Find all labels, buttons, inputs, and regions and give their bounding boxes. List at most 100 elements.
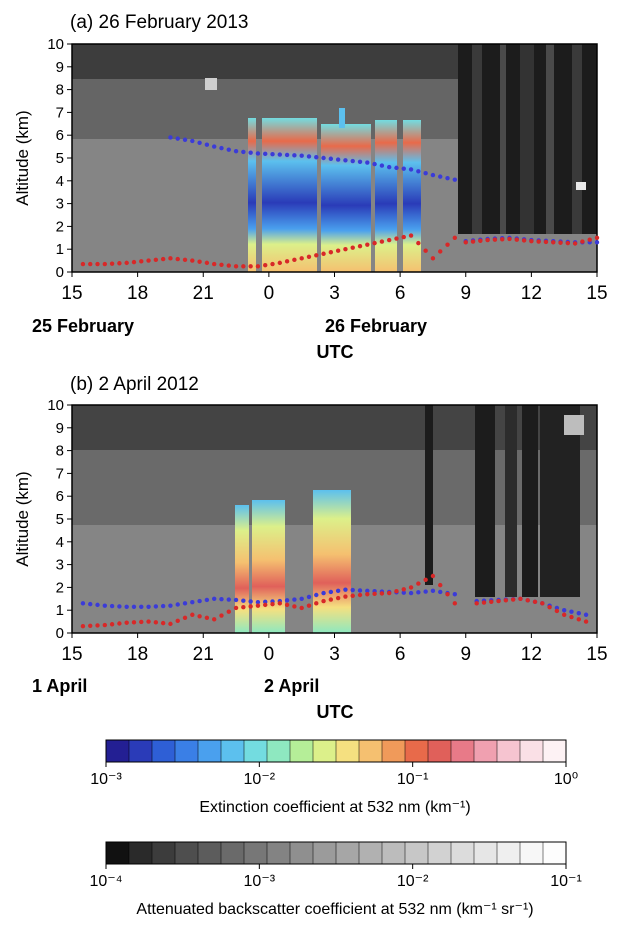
data-point bbox=[182, 615, 188, 620]
colorbar-swatch bbox=[290, 842, 314, 864]
colorbar-swatch bbox=[198, 740, 222, 762]
data-point bbox=[561, 612, 567, 617]
data-point bbox=[263, 151, 268, 157]
data-point bbox=[226, 263, 231, 268]
extinction-curtain bbox=[248, 118, 256, 272]
data-point bbox=[416, 240, 421, 246]
panel-a-date-2: 26 February bbox=[325, 316, 427, 336]
colorbar-swatch bbox=[543, 842, 567, 864]
data-point bbox=[197, 140, 202, 145]
data-point bbox=[102, 261, 108, 267]
y-tick-label: 1 bbox=[56, 602, 64, 619]
data-point bbox=[197, 614, 202, 619]
data-point bbox=[551, 240, 556, 245]
y-tick-label: 10 bbox=[47, 36, 64, 53]
data-point bbox=[226, 609, 231, 614]
data-point bbox=[379, 239, 385, 244]
x-tick-label: 0 bbox=[264, 644, 275, 665]
panel-a-xlabel: UTC bbox=[317, 342, 354, 362]
data-point bbox=[88, 261, 93, 267]
y-tick-label: 2 bbox=[56, 579, 64, 596]
colorbar-tick-label: 10⁻¹ bbox=[397, 771, 429, 788]
data-point bbox=[241, 598, 246, 603]
data-point bbox=[314, 601, 319, 606]
data-point bbox=[321, 251, 326, 256]
panel-a-ylabel: Altitude (km) bbox=[13, 110, 32, 205]
data-point bbox=[445, 242, 450, 247]
data-point bbox=[248, 150, 253, 155]
data-point bbox=[594, 240, 600, 245]
data-point bbox=[416, 169, 421, 174]
data-point bbox=[139, 259, 144, 264]
data-point bbox=[576, 617, 581, 622]
data-point bbox=[386, 590, 392, 596]
data-point bbox=[365, 242, 370, 247]
y-tick-label: 7 bbox=[56, 104, 64, 121]
colorbar-swatch bbox=[313, 842, 337, 864]
data-point bbox=[299, 153, 304, 158]
extinction-curtain bbox=[262, 118, 317, 272]
colorbar-swatch bbox=[198, 842, 222, 864]
data-point bbox=[175, 618, 180, 624]
y-tick-label: 1 bbox=[56, 241, 64, 258]
data-point bbox=[80, 601, 86, 606]
data-point bbox=[168, 603, 173, 608]
data-point bbox=[518, 596, 523, 601]
y-tick-label: 3 bbox=[56, 557, 64, 574]
x-tick-label: 9 bbox=[460, 644, 471, 665]
x-tick-label: 21 bbox=[193, 283, 214, 304]
colorbar-swatch bbox=[520, 842, 544, 864]
data-point bbox=[470, 239, 476, 244]
data-point bbox=[416, 590, 421, 595]
colorbar-extinction-label: Extinction coefficient at 532 nm (km⁻¹) bbox=[199, 799, 470, 816]
data-point bbox=[525, 598, 530, 603]
colorbar-swatch bbox=[359, 740, 383, 762]
data-point bbox=[292, 257, 297, 263]
data-point bbox=[423, 171, 428, 176]
data-point bbox=[219, 596, 224, 602]
data-point bbox=[299, 596, 304, 601]
data-point bbox=[500, 237, 505, 242]
data-point bbox=[299, 256, 304, 261]
data-point bbox=[182, 137, 188, 142]
colorbar-swatch bbox=[106, 842, 130, 864]
data-point bbox=[102, 603, 108, 608]
data-point bbox=[350, 158, 355, 164]
data-point bbox=[146, 604, 151, 609]
y-tick-label: 0 bbox=[56, 625, 64, 642]
y-tick-label: 6 bbox=[56, 488, 64, 505]
colorbar-swatch bbox=[152, 842, 176, 864]
data-point bbox=[496, 598, 501, 604]
data-point bbox=[394, 236, 399, 241]
colorbar-swatch bbox=[543, 740, 567, 762]
y-tick-label: 2 bbox=[56, 218, 64, 235]
data-point bbox=[321, 155, 326, 161]
y-tick-label: 8 bbox=[56, 443, 64, 460]
data-point bbox=[335, 588, 341, 594]
data-point bbox=[430, 172, 436, 178]
data-point bbox=[430, 256, 436, 261]
data-point bbox=[572, 241, 578, 246]
data-point bbox=[146, 258, 151, 263]
data-point bbox=[594, 235, 600, 240]
data-point bbox=[379, 591, 385, 596]
data-point bbox=[284, 602, 290, 608]
data-point bbox=[481, 600, 487, 605]
x-tick-label: 18 bbox=[127, 644, 148, 665]
data-point bbox=[124, 260, 129, 266]
data-point bbox=[514, 237, 519, 242]
panel-b-date-2: 2 April bbox=[264, 676, 319, 696]
panel-b-series bbox=[80, 573, 589, 629]
data-point bbox=[372, 240, 377, 246]
x-tick-label: 15 bbox=[61, 644, 82, 665]
data-point bbox=[139, 604, 144, 609]
data-point bbox=[580, 239, 585, 244]
data-point bbox=[438, 589, 443, 595]
extinction-curtain bbox=[375, 120, 397, 272]
data-point bbox=[284, 598, 290, 603]
data-point bbox=[416, 581, 421, 586]
data-point bbox=[543, 239, 549, 245]
data-point bbox=[284, 259, 290, 264]
data-point bbox=[463, 240, 468, 245]
data-point bbox=[328, 250, 334, 255]
